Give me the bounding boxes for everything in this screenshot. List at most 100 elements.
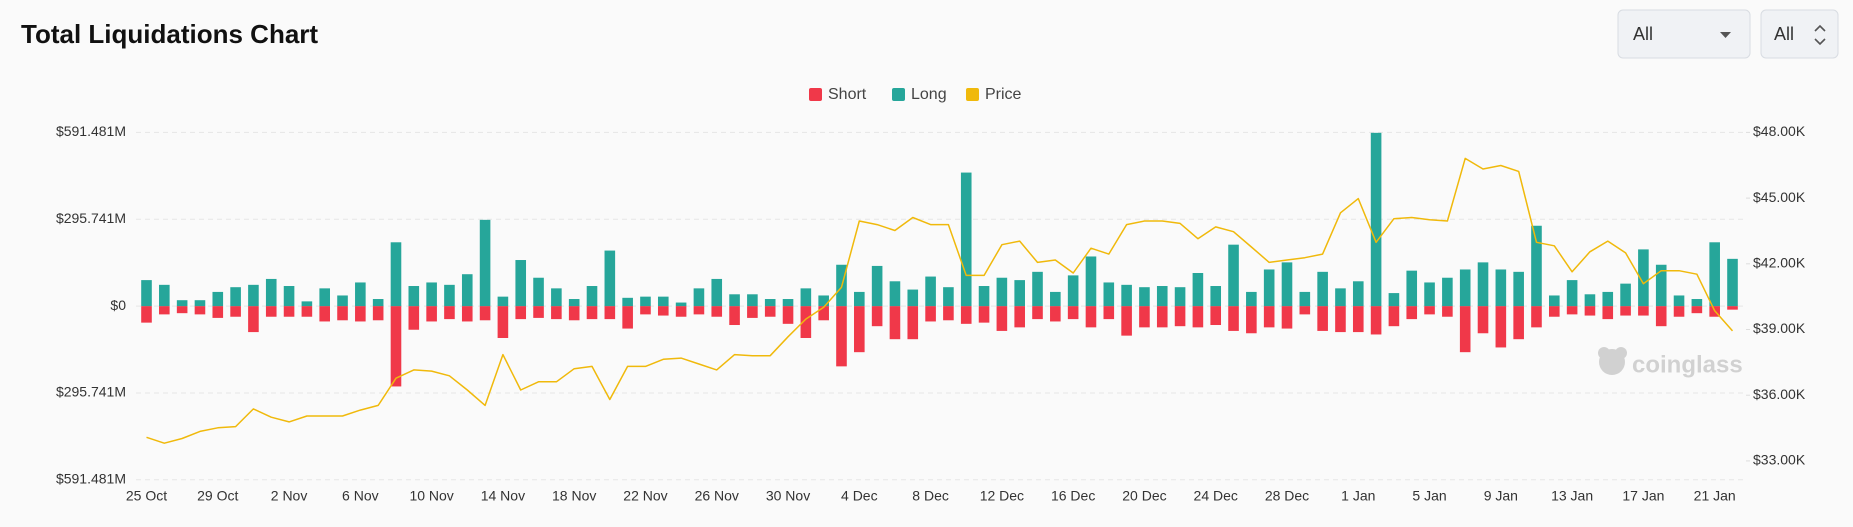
y-tick-label: $0 (110, 297, 126, 313)
y-tick-label: $591.481M (56, 471, 126, 487)
bar (1103, 282, 1115, 307)
y2-tick-label: $42.00K (1753, 255, 1806, 271)
bar (1192, 306, 1204, 328)
bar (176, 306, 188, 314)
bar (1335, 306, 1346, 333)
bar (693, 306, 705, 315)
x-tick-label: 4 Dec (841, 488, 878, 504)
bar (1317, 306, 1328, 331)
bar (1067, 306, 1079, 320)
x-tick-label: 26 Nov (695, 488, 739, 504)
bar (426, 306, 437, 322)
bar (461, 306, 473, 322)
bar (907, 306, 919, 340)
bar (1602, 291, 1614, 307)
x-tick-label: 8 Dec (912, 488, 949, 504)
bar (1584, 294, 1596, 307)
bar (657, 296, 669, 307)
bar (515, 260, 527, 307)
x-tick-label: 20 Dec (1122, 488, 1166, 504)
legend-label: Price (985, 86, 1022, 103)
x-tick-label: 28 Dec (1265, 488, 1309, 504)
bar (265, 278, 277, 307)
select[interactable] (1760, 9, 1839, 59)
bar (1477, 262, 1489, 307)
y-tick-label: $591.481M (56, 123, 126, 139)
dropdown-label[interactable]: All (1633, 24, 1653, 44)
bar (479, 219, 491, 307)
x-tick-label: 22 Nov (623, 488, 667, 504)
bar (1566, 306, 1578, 315)
bar (1335, 288, 1346, 307)
bar (657, 306, 669, 316)
bar (604, 250, 616, 307)
bar (1548, 306, 1560, 317)
bar (1584, 306, 1596, 316)
x-tick-label: 9 Jan (1484, 488, 1518, 504)
bar (907, 289, 919, 307)
bar (800, 306, 812, 338)
y2-tick-label: $45.00K (1753, 189, 1806, 205)
bar (1370, 132, 1382, 307)
bar (675, 302, 687, 307)
dropdown[interactable] (1617, 9, 1751, 59)
bar (283, 286, 295, 307)
bar (747, 306, 758, 318)
bar (1388, 306, 1400, 327)
bar (1210, 306, 1222, 326)
y2-tick-label: $39.00K (1753, 320, 1806, 336)
y2-tick-label: $33.00K (1753, 452, 1806, 468)
bar (1620, 283, 1631, 307)
bar (818, 295, 829, 307)
bar (408, 306, 420, 330)
bar (265, 306, 277, 317)
bar (640, 306, 651, 315)
bar (960, 306, 972, 324)
bar (533, 277, 544, 307)
bar (1495, 269, 1507, 307)
bar (1406, 270, 1418, 307)
bar (1424, 282, 1435, 307)
bar (1370, 306, 1382, 335)
bar (1014, 280, 1025, 307)
bar (1620, 306, 1631, 316)
bar (337, 306, 348, 321)
bar (1673, 295, 1685, 307)
bar (283, 306, 295, 317)
bar (711, 306, 723, 317)
bar (996, 277, 1008, 307)
bar (355, 282, 366, 307)
bar (390, 242, 402, 307)
bar (586, 286, 598, 307)
select-label[interactable]: All (1774, 24, 1794, 44)
bar (925, 276, 936, 307)
bar (194, 306, 206, 315)
bar (1513, 306, 1524, 340)
watermark-icon (1598, 347, 1610, 359)
bar (1442, 277, 1453, 307)
bar (871, 306, 883, 327)
y-tick-label: $295.741M (56, 210, 126, 226)
bar (996, 306, 1008, 331)
bar (1424, 306, 1435, 315)
x-tick-label: 16 Dec (1051, 488, 1095, 504)
bar (1121, 284, 1132, 307)
bar (551, 288, 562, 307)
bar (568, 299, 580, 307)
bar (693, 288, 705, 307)
bar (159, 284, 170, 307)
x-tick-label: 25 Oct (126, 488, 167, 504)
bar (1531, 306, 1542, 328)
bar (1156, 306, 1168, 328)
watermark-text: coinglass (1632, 351, 1743, 378)
bar (1085, 256, 1097, 307)
bar (159, 306, 170, 315)
bar (1459, 306, 1471, 353)
y2-tick-label: $48.00K (1753, 123, 1806, 139)
price-line (146, 157, 1734, 444)
bar (515, 306, 527, 320)
bar (711, 278, 723, 307)
bar (301, 301, 313, 307)
bar (212, 291, 224, 307)
